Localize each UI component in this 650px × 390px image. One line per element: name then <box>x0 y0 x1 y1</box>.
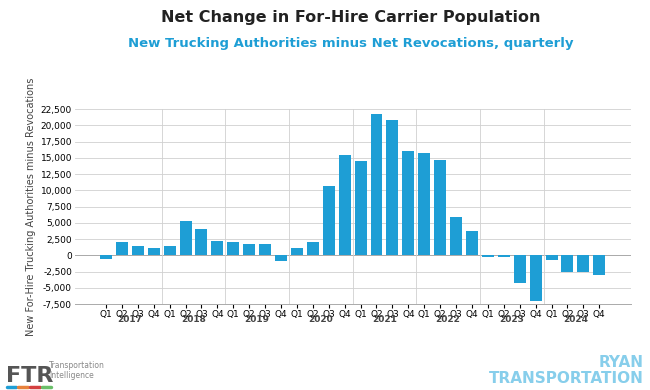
Bar <box>514 255 526 283</box>
Bar <box>323 186 335 255</box>
Bar <box>530 255 541 301</box>
Text: 2017: 2017 <box>118 315 142 324</box>
Bar <box>100 255 112 259</box>
Text: 2020: 2020 <box>308 315 333 324</box>
Text: 2022: 2022 <box>436 315 461 324</box>
Bar <box>466 231 478 255</box>
Bar <box>227 242 239 255</box>
Bar <box>259 245 271 255</box>
Bar <box>148 248 160 255</box>
Text: 2021: 2021 <box>372 315 397 324</box>
Bar <box>498 255 510 257</box>
Bar <box>450 217 462 255</box>
Bar <box>577 255 590 272</box>
Bar <box>562 255 573 272</box>
Bar <box>402 151 414 255</box>
Text: 2019: 2019 <box>244 315 270 324</box>
Bar <box>196 229 207 255</box>
Text: Transportation
Intelligence: Transportation Intelligence <box>49 361 105 380</box>
Bar <box>593 255 605 275</box>
Bar <box>482 255 494 257</box>
Bar <box>132 246 144 255</box>
Bar <box>355 161 367 255</box>
Bar <box>291 248 303 255</box>
Bar <box>370 114 382 255</box>
Text: RYAN
TRANSPORTATION: RYAN TRANSPORTATION <box>489 355 644 386</box>
Text: FTR: FTR <box>6 366 54 386</box>
Text: 2018: 2018 <box>181 315 206 324</box>
Bar <box>211 241 224 255</box>
Bar <box>545 255 558 260</box>
Text: New Trucking Authorities minus Net Revocations, quarterly: New Trucking Authorities minus Net Revoc… <box>128 37 574 50</box>
Bar <box>387 120 398 255</box>
Bar <box>179 221 192 255</box>
Bar <box>164 246 176 255</box>
Y-axis label: New For-Hire Trucking Authorities minus Revocations: New For-Hire Trucking Authorities minus … <box>26 78 36 336</box>
Bar <box>418 153 430 255</box>
Bar <box>307 243 318 255</box>
Text: Net Change in For-Hire Carrier Population: Net Change in For-Hire Carrier Populatio… <box>161 10 541 25</box>
Text: 2024: 2024 <box>563 315 588 324</box>
Bar <box>434 160 446 255</box>
Bar <box>339 155 350 255</box>
Bar <box>275 255 287 261</box>
Bar <box>116 243 128 255</box>
Text: 2023: 2023 <box>499 315 524 324</box>
Bar <box>243 244 255 255</box>
